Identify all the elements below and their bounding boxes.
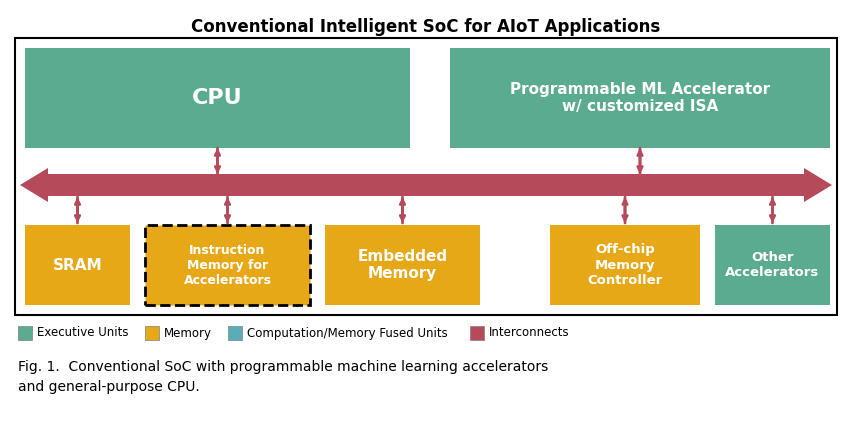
Text: Fig. 1.  Conventional SoC with programmable machine learning accelerators: Fig. 1. Conventional SoC with programmab… xyxy=(18,360,548,374)
Text: Memory: Memory xyxy=(164,326,212,339)
Bar xyxy=(145,326,159,340)
Text: Off-chip
Memory
Controller: Off-chip Memory Controller xyxy=(587,244,663,286)
Bar xyxy=(25,48,410,148)
Bar xyxy=(48,174,804,196)
Text: Conventional Intelligent SoC for AIoT Applications: Conventional Intelligent SoC for AIoT Ap… xyxy=(192,18,660,36)
Polygon shape xyxy=(20,168,48,202)
Bar xyxy=(470,326,484,340)
Bar xyxy=(15,38,837,315)
Bar xyxy=(450,48,830,148)
Text: Executive Units: Executive Units xyxy=(37,326,129,339)
Bar xyxy=(228,326,242,340)
Text: and general-purpose CPU.: and general-purpose CPU. xyxy=(18,380,199,394)
Bar xyxy=(145,225,310,305)
Text: Interconnects: Interconnects xyxy=(489,326,570,339)
Bar xyxy=(550,225,700,305)
Text: Embedded
Memory: Embedded Memory xyxy=(358,249,447,281)
Text: Other
Accelerators: Other Accelerators xyxy=(725,251,820,279)
Text: Computation/Memory Fused Units: Computation/Memory Fused Units xyxy=(247,326,448,339)
Text: Instruction
Memory for
Accelerators: Instruction Memory for Accelerators xyxy=(183,244,272,286)
Text: SRAM: SRAM xyxy=(53,258,102,272)
Bar xyxy=(715,225,830,305)
Text: Programmable ML Accelerator
w/ customized ISA: Programmable ML Accelerator w/ customize… xyxy=(510,82,770,114)
Bar xyxy=(18,326,32,340)
Text: CPU: CPU xyxy=(193,88,243,108)
Bar xyxy=(25,225,130,305)
Polygon shape xyxy=(804,168,832,202)
Bar xyxy=(325,225,480,305)
